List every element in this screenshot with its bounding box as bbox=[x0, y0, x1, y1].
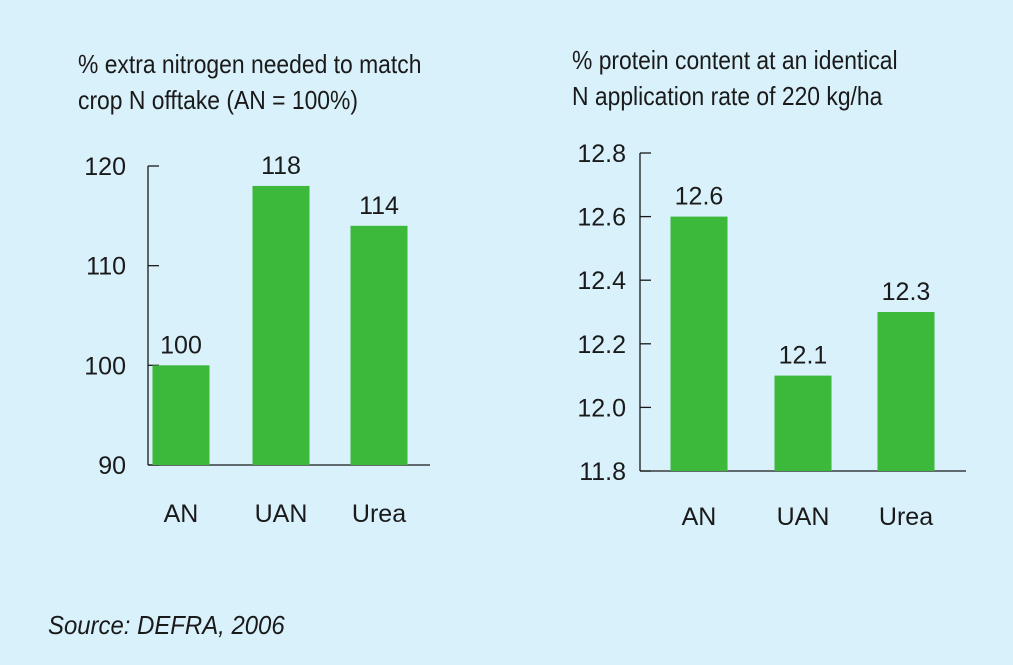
right-bar-chart: 11.8 12.0 12.2 12.4 12.6 12.8 12.6 AN 12.1 UAN 12.… bbox=[577, 140, 966, 531]
left-bar bbox=[152, 365, 210, 465]
right-chart-title-line-2: N application rate of 220 kg/ha bbox=[572, 81, 883, 111]
left-chart-title-line-2: crop N offtake (AN = 100%) bbox=[78, 85, 358, 115]
left-bar bbox=[350, 225, 408, 465]
right-category-label: Urea bbox=[879, 503, 933, 531]
left-bar-value-label: 118 bbox=[261, 152, 301, 180]
right-category-label: AN bbox=[682, 503, 717, 531]
right-chart-title: % protein content at an identical N appl… bbox=[572, 42, 898, 114]
left-bar bbox=[252, 185, 310, 465]
right-chart-title-line-1: % protein content at an identical bbox=[572, 45, 898, 75]
right-bar-value-label: 12.3 bbox=[882, 278, 931, 306]
right-bar-value-label: 12.1 bbox=[779, 342, 828, 370]
left-bar-chart: 90 100 110 120 100 AN 118 UAN 114 Urea bbox=[84, 152, 430, 528]
left-chart-title-line-1: % extra nitrogen needed to match bbox=[78, 49, 422, 79]
left-y-tick-label: 110 bbox=[86, 253, 126, 281]
right-y-tick-label: 12.0 bbox=[577, 394, 626, 422]
left-chart-title: % extra nitrogen needed to match crop N … bbox=[78, 46, 421, 118]
right-bar bbox=[877, 312, 935, 471]
left-category-label: Urea bbox=[352, 500, 406, 528]
left-category-label: UAN bbox=[255, 500, 308, 528]
left-y-tick-label: 90 bbox=[98, 452, 126, 480]
right-y-tick-label: 12.4 bbox=[577, 267, 626, 295]
left-y-tick-label: 100 bbox=[84, 352, 126, 380]
left-bar-value-label: 100 bbox=[160, 331, 202, 359]
left-bar-value-label: 114 bbox=[359, 192, 399, 220]
right-y-tick-label: 12.2 bbox=[577, 331, 626, 359]
right-y-tick-label: 12.6 bbox=[577, 204, 626, 232]
right-bar-value-label: 12.6 bbox=[675, 183, 724, 211]
left-y-tick-label: 120 bbox=[84, 153, 126, 181]
right-bar bbox=[774, 375, 832, 471]
right-y-tick-label: 12.8 bbox=[577, 140, 626, 168]
source-note: Source: DEFRA, 2006 bbox=[48, 610, 285, 640]
right-bar bbox=[670, 216, 728, 471]
left-category-label: AN bbox=[164, 500, 199, 528]
right-y-tick-label: 11.8 bbox=[579, 458, 626, 486]
right-category-label: UAN bbox=[777, 503, 830, 531]
